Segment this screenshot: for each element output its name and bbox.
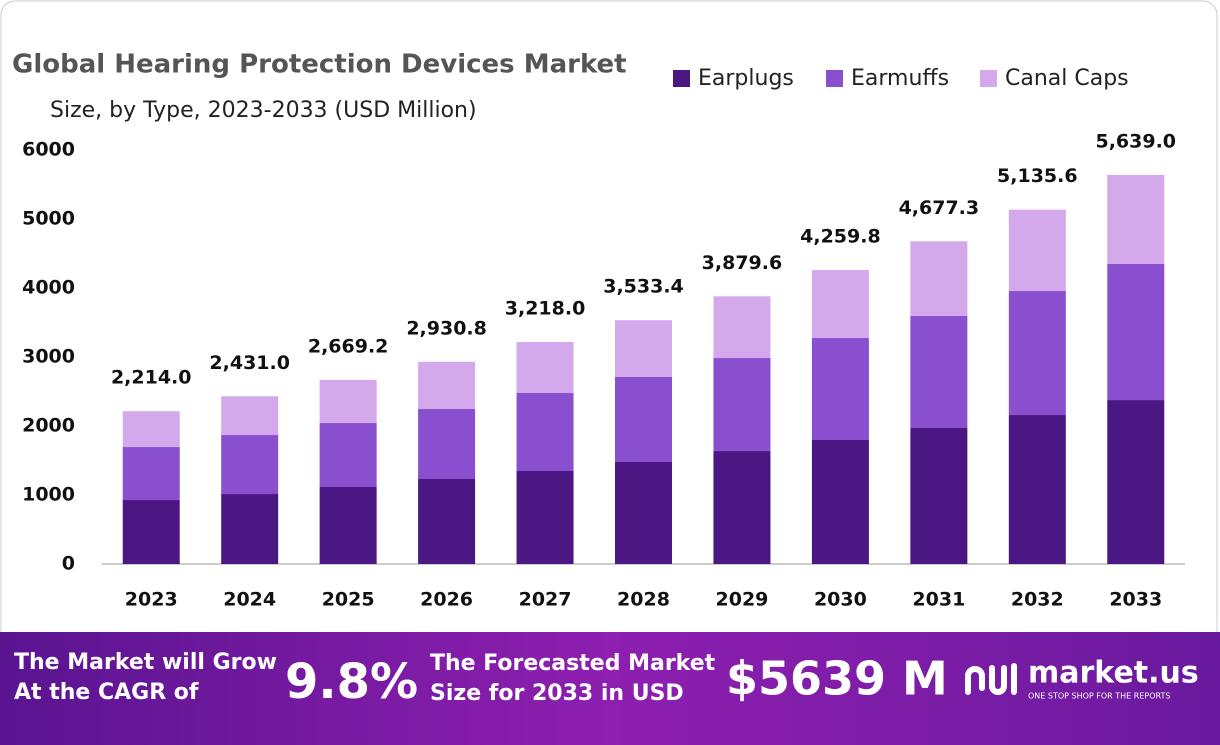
x-tick-label: 2029 bbox=[716, 589, 769, 611]
brand: market.us bbox=[1028, 656, 1199, 691]
cagr-text: The Market will Grow bbox=[14, 650, 277, 675]
legend-swatch bbox=[826, 70, 843, 87]
cagr-value: 9.8% bbox=[285, 654, 418, 710]
bar-segment bbox=[615, 377, 672, 463]
bar-segment bbox=[1008, 415, 1066, 564]
bar-segment bbox=[1008, 291, 1066, 416]
total-label: 2,431.0 bbox=[209, 352, 290, 374]
x-tick-label: 2032 bbox=[1011, 589, 1064, 611]
bar-segment bbox=[516, 393, 574, 471]
bar-segment bbox=[1107, 400, 1165, 564]
total-label: 2,214.0 bbox=[111, 367, 192, 389]
bar-segment bbox=[418, 361, 476, 410]
bar-segment bbox=[811, 338, 869, 441]
forecast-text: The Forecasted Market bbox=[430, 651, 716, 676]
bar-segment bbox=[221, 396, 279, 436]
bar-segment bbox=[221, 435, 279, 495]
y-tick-label: 3000 bbox=[22, 346, 75, 368]
tagline: ONE STOP SHOP FOR THE REPORTS bbox=[1028, 692, 1170, 701]
bar-segment bbox=[1107, 263, 1165, 401]
bar-segment bbox=[516, 470, 574, 564]
legend-label: Earplugs bbox=[698, 66, 794, 91]
total-label: 3,533.4 bbox=[603, 276, 684, 298]
total-label: 2,669.2 bbox=[308, 335, 389, 357]
bar-segment bbox=[713, 296, 771, 359]
y-tick-label: 0 bbox=[62, 553, 75, 575]
x-tick-label: 2031 bbox=[912, 589, 965, 611]
y-tick-label: 2000 bbox=[22, 415, 75, 437]
x-tick-label: 2025 bbox=[322, 589, 375, 611]
total-label: 5,639.0 bbox=[1095, 130, 1176, 152]
legend-label: Earmuffs bbox=[851, 66, 949, 91]
legend-label: Canal Caps bbox=[1005, 66, 1129, 91]
bar-segment bbox=[1107, 174, 1165, 264]
bar-segment bbox=[910, 241, 968, 317]
total-label: 4,677.3 bbox=[899, 197, 980, 219]
bar-segment bbox=[615, 462, 672, 564]
total-label: 3,879.6 bbox=[702, 252, 783, 274]
y-tick-label: 1000 bbox=[22, 484, 75, 506]
bar-segment bbox=[811, 440, 869, 564]
chart-subtitle: Size, by Type, 2023-2033 (USD Million) bbox=[50, 98, 477, 123]
bar-segment bbox=[910, 428, 968, 564]
logo-icon bbox=[965, 663, 1017, 695]
forecast-value: $5639 M bbox=[726, 652, 948, 706]
bar-segment bbox=[122, 500, 180, 564]
bar-segment bbox=[319, 486, 377, 564]
bar-segment bbox=[319, 379, 377, 424]
x-tick-label: 2026 bbox=[420, 589, 473, 611]
total-label: 5,135.6 bbox=[997, 165, 1078, 187]
cagr-text: At the CAGR of bbox=[14, 680, 199, 705]
bar-segment bbox=[811, 270, 869, 339]
bar-segment bbox=[122, 411, 180, 448]
bar-segment bbox=[122, 447, 180, 501]
y-tick-label: 6000 bbox=[22, 139, 75, 161]
forecast-text: Size for 2033 in USD bbox=[430, 681, 684, 706]
total-label: 4,259.8 bbox=[800, 226, 881, 248]
chart-title: Global Hearing Protection Devices Market bbox=[12, 50, 627, 80]
bar-segment bbox=[1008, 209, 1066, 292]
bar-segment bbox=[319, 423, 377, 487]
x-tick-label: 2024 bbox=[223, 589, 276, 611]
total-label: 2,930.8 bbox=[406, 317, 487, 339]
bar-segment bbox=[418, 478, 476, 564]
y-tick-label: 4000 bbox=[22, 277, 75, 299]
x-tick-label: 2033 bbox=[1109, 589, 1162, 611]
bar-segment bbox=[221, 494, 279, 564]
bar-segment bbox=[418, 409, 476, 479]
bar-segment bbox=[713, 451, 771, 564]
total-label: 3,218.0 bbox=[505, 297, 586, 319]
bar-segment bbox=[910, 316, 968, 429]
x-tick-label: 2028 bbox=[617, 589, 670, 611]
x-tick-label: 2027 bbox=[519, 589, 572, 611]
bar-segment bbox=[713, 358, 771, 452]
legend-swatch bbox=[980, 70, 997, 87]
bar-segment bbox=[615, 320, 672, 378]
y-tick-label: 5000 bbox=[22, 208, 75, 230]
bar-segment bbox=[516, 341, 574, 394]
x-tick-label: 2030 bbox=[814, 589, 867, 611]
x-tick-label: 2023 bbox=[125, 589, 178, 611]
legend-swatch bbox=[673, 70, 690, 87]
